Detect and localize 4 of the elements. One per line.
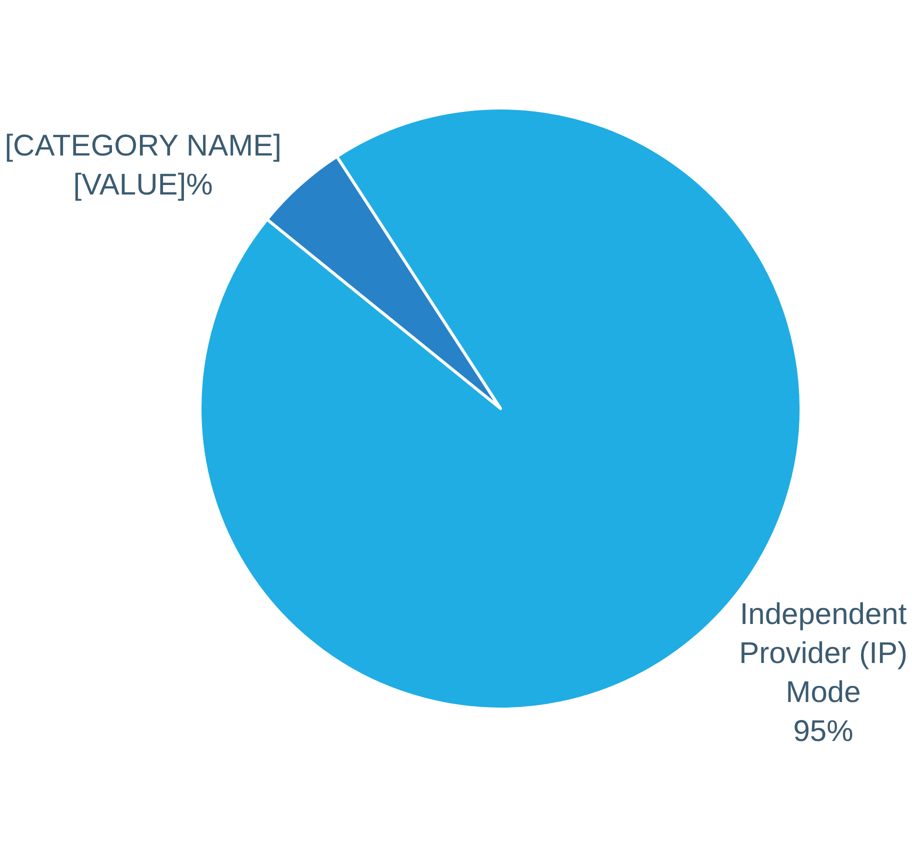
data-label: 95% [793,715,854,748]
slice-label: [CATEGORY NAME] [4,129,282,162]
slice-label: Independent Provider (IP) Mode [739,598,908,710]
data-label: [VALUE]% [73,168,213,202]
